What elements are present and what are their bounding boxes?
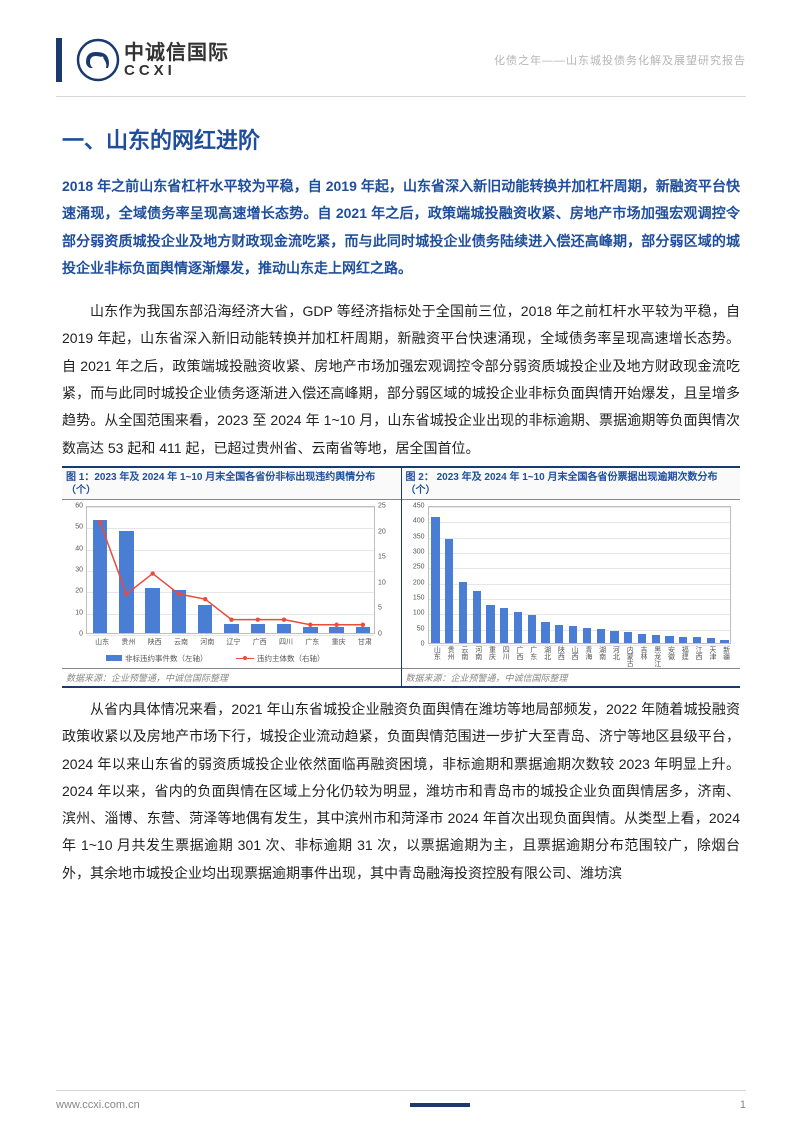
chart2-bar bbox=[473, 591, 481, 643]
chart-1: 图 1：2023 年及 2024 年 1~10 月末全国各省份非标出现违约舆情分… bbox=[62, 468, 402, 686]
chart2-bar bbox=[583, 628, 591, 643]
chart-2-body: 050100150200250300350400450山东贵州云南河南重庆四川广… bbox=[402, 500, 741, 668]
footer-accent-bar bbox=[410, 1103, 470, 1107]
chart2-bar bbox=[541, 622, 549, 643]
chart2-bar bbox=[486, 605, 494, 643]
page-number: 1 bbox=[740, 1099, 746, 1111]
chart2-bar bbox=[528, 615, 536, 643]
chart2-bar bbox=[445, 539, 453, 643]
footer-url: www.ccxi.com.cn bbox=[56, 1099, 140, 1111]
logo-block: 中诚信国际 CCXI bbox=[56, 38, 229, 82]
main-content: 一、山东的网红进阶 2018 年之前山东省杠杆水平较为平稳，自 2019 年起，… bbox=[0, 97, 802, 887]
chart-2: 图 2： 2023 年及 2024 年 1~10 月末全国各省份票据出现逾期次数… bbox=[402, 468, 741, 686]
elephant-icon bbox=[76, 38, 120, 82]
chart2-bar bbox=[679, 637, 687, 643]
page-footer: www.ccxi.com.cn 1 bbox=[56, 1090, 746, 1111]
charts-row: 图 1：2023 年及 2024 年 1~10 月末全国各省份非标出现违约舆情分… bbox=[62, 466, 740, 688]
chart2-bar bbox=[624, 632, 632, 643]
chart2-bar bbox=[638, 634, 646, 643]
chart2-bar bbox=[652, 635, 660, 643]
logo-cn: 中诚信国际 bbox=[124, 43, 229, 63]
chart2-bar bbox=[610, 631, 618, 643]
chart2-bar bbox=[459, 582, 467, 643]
chart-1-title: 图 1：2023 年及 2024 年 1~10 月末全国各省份非标出现违约舆情分… bbox=[62, 468, 401, 500]
chart2-bar bbox=[693, 637, 701, 643]
chart2-bar bbox=[500, 608, 508, 643]
section-title: 一、山东的网红进阶 bbox=[62, 123, 740, 155]
header-subtitle: 化债之年——山东城投债务化解及展望研究报告 bbox=[494, 52, 746, 68]
logo-en: CCXI bbox=[124, 63, 229, 78]
page-header: 中诚信国际 CCXI 化债之年——山东城投债务化解及展望研究报告 bbox=[0, 0, 802, 90]
chart-2-title: 图 2： 2023 年及 2024 年 1~10 月末全国各省份票据出现逾期次数… bbox=[402, 468, 741, 500]
chart2-bar bbox=[597, 629, 605, 643]
header-accent-bar bbox=[56, 38, 62, 82]
ccxi-logo: 中诚信国际 CCXI bbox=[76, 38, 229, 82]
chart-2-source: 数据来源：企业预警通，中诚信国际整理 bbox=[402, 668, 741, 686]
paragraph-1: 山东作为我国东部沿海经济大省，GDP 等经济指标处于全国前三位，2018 年之前… bbox=[62, 298, 740, 462]
chart2-bar bbox=[665, 636, 673, 643]
chart2-bar bbox=[720, 640, 728, 643]
chart-1-source: 数据来源：企业预警通，中诚信国际整理 bbox=[62, 668, 401, 686]
chart2-bar bbox=[514, 612, 522, 643]
lead-paragraph: 2018 年之前山东省杠杆水平较为平稳，自 2019 年起，山东省深入新旧动能转… bbox=[62, 173, 740, 282]
chart2-bar bbox=[707, 638, 715, 643]
chart-1-body: 01020304050600510152025山东贵州陕西云南河南辽宁广西四川广… bbox=[62, 500, 401, 668]
chart2-bar bbox=[555, 625, 563, 643]
paragraph-2: 从省内具体情况来看，2021 年山东省城投企业融资负面舆情在潍坊等地局部频发，2… bbox=[62, 696, 740, 887]
chart2-bar bbox=[431, 517, 439, 643]
chart2-bar bbox=[569, 626, 577, 643]
